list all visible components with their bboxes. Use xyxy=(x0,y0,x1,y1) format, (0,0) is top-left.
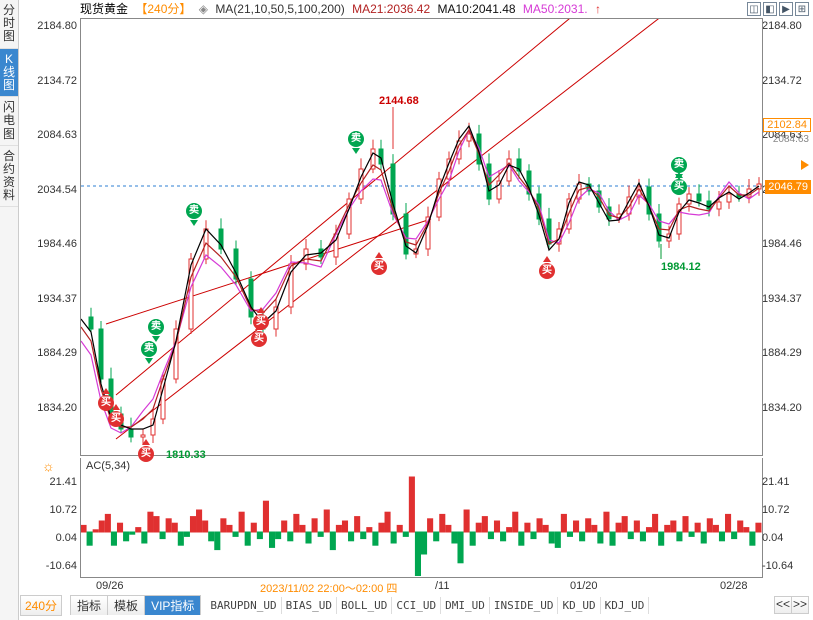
sub-ytick-right: 0.04 xyxy=(762,532,810,544)
orange-arrow-icon xyxy=(801,160,809,170)
indicator-7[interactable]: KDJ_UD xyxy=(601,597,650,614)
price-badge-gray: 2084.63 xyxy=(773,134,809,145)
annotation: 2144.68 xyxy=(379,95,419,107)
sell-marker: 卖 xyxy=(671,157,687,173)
tool-icon-1[interactable]: ◧ xyxy=(763,2,777,16)
ytick-right: 1884.29 xyxy=(762,347,810,359)
indicator-1[interactable]: BIAS_UD xyxy=(282,597,337,614)
sub-ytick-left: -10.64 xyxy=(22,560,77,572)
period-label: 【240分】 xyxy=(135,2,191,16)
buy-marker: 买 xyxy=(539,263,555,279)
sell-marker: 卖 xyxy=(348,131,364,147)
indicator-4[interactable]: DMI_UD xyxy=(441,597,490,614)
ytick-right: 1934.37 xyxy=(762,293,810,305)
ma50-label: MA50:2031. xyxy=(523,2,588,16)
left-nav: 分时图K线图闪电图合约资料 xyxy=(0,0,19,620)
buy-marker: 买 xyxy=(251,331,267,347)
tool-icon-2[interactable]: ▶ xyxy=(779,2,793,16)
tool-icon-0[interactable]: ◫ xyxy=(747,2,761,16)
nav-item-1[interactable]: K线图 xyxy=(0,49,18,98)
indicator-list: BARUPDN_UDBIAS_UDBOLL_UDCCI_UDDMI_UDINSI… xyxy=(206,597,649,614)
ytick-right: 2134.72 xyxy=(762,75,810,87)
sub-ytick-right: 21.41 xyxy=(762,476,810,488)
ytick-left: 1834.20 xyxy=(22,402,77,414)
footer-tab-1[interactable]: 模板 xyxy=(107,595,145,615)
chart-header: 现货黄金 【240分】 ◈ MA(21,10,50,5,100,200) MA2… xyxy=(18,0,813,18)
ytick-right: 1984.46 xyxy=(762,238,810,250)
footer-tab-2[interactable]: VIP指标 xyxy=(144,595,201,615)
indicator-6[interactable]: KD_UD xyxy=(558,597,600,614)
indicator-0[interactable]: BARUPDN_UD xyxy=(206,597,281,614)
x-label: /11 xyxy=(435,580,449,592)
main-chart[interactable]: 2144.681810.331984.12买买买卖卖卖买买卖买买卖买 xyxy=(80,18,763,456)
ytick-left: 2134.72 xyxy=(22,75,77,87)
sub-chart[interactable] xyxy=(80,458,763,578)
period-button[interactable]: 240分 xyxy=(20,595,62,616)
indicator-3[interactable]: CCI_UD xyxy=(392,597,441,614)
tool-icon-3[interactable]: ⊞ xyxy=(795,2,809,16)
x-axis: 09/26 2023/11/02 22:00～02:00 四/11 01/20 02/… xyxy=(80,580,763,594)
sub-ytick-right: 10.72 xyxy=(762,504,810,516)
footer-tabs: 指标模板VIP指标 xyxy=(70,595,200,615)
buy-marker: 买 xyxy=(253,314,269,330)
ma21-label: MA21:2036.42 xyxy=(352,2,430,16)
x-label: 02/28 xyxy=(720,580,748,592)
ma10-label: MA10:2041.48 xyxy=(437,2,515,16)
sell-marker: 卖 xyxy=(186,203,202,219)
ytick-left: 1884.29 xyxy=(22,347,77,359)
sell-marker: 卖 xyxy=(148,319,164,335)
pager-btn-1[interactable]: >> xyxy=(791,596,809,614)
pager-btn-0[interactable]: << xyxy=(774,596,792,614)
nav-item-2[interactable]: 闪电图 xyxy=(0,97,18,146)
indicator-5[interactable]: INSIDE_UD xyxy=(490,597,559,614)
ytick-right: 1834.20 xyxy=(762,402,810,414)
sub-ytick-left: 21.41 xyxy=(22,476,77,488)
ma-list: MA(21,10,50,5,100,200) xyxy=(215,2,344,16)
sub-y-axis-left: 21.41 10.72 0.04 -10.64 xyxy=(22,458,77,578)
footer-tab-0[interactable]: 指标 xyxy=(70,595,108,615)
indicator-pager: <<>> xyxy=(775,596,809,614)
x-label: 09/26 xyxy=(96,580,124,592)
ytick-left: 1934.37 xyxy=(22,293,77,305)
price-badge-top: 2102.84 xyxy=(763,118,811,132)
instrument-title: 现货黄金 xyxy=(80,2,128,16)
price-badge-main: 2046.79 xyxy=(765,180,811,194)
x-label: 01/20 xyxy=(570,580,598,592)
sub-ytick-left: 10.72 xyxy=(22,504,77,516)
buy-marker: 买 xyxy=(108,411,124,427)
ytick-right: 2184.80 xyxy=(762,20,810,32)
footer: 240分 指标模板VIP指标 BARUPDN_UDBIAS_UDBOLL_UDC… xyxy=(20,595,809,615)
sub-y-axis-right: 21.41 10.72 0.04 -10.64 xyxy=(762,458,810,578)
sub-ytick-right: -10.64 xyxy=(762,560,810,572)
ma-overflow-icon: ↑ xyxy=(595,2,601,16)
toolbar-icons: ◫◧▶⊞ xyxy=(747,2,809,16)
ytick-left: 2034.54 xyxy=(22,184,77,196)
root: 分时图K线图闪电图合约资料 现货黄金 【240分】 ◈ MA(21,10,50,… xyxy=(0,0,813,620)
sell-marker: 卖 xyxy=(141,341,157,357)
nav-item-0[interactable]: 分时图 xyxy=(0,0,18,49)
y-axis-left: 2184.80 2134.72 2084.63 2034.54 1984.46 1934.… xyxy=(22,18,77,456)
ytick-left: 1984.46 xyxy=(22,238,77,250)
green-buy-marker: 买 xyxy=(671,179,687,195)
sub-ytick-left: 0.04 xyxy=(22,532,77,544)
buy-marker: 买 xyxy=(371,259,387,275)
ytick-left: 2084.63 xyxy=(22,129,77,141)
y-axis-right: 2184.802134.722084.632034.541984.461934.… xyxy=(762,18,810,456)
ytick-left: 2184.80 xyxy=(22,20,77,32)
indicator-2[interactable]: BOLL_UD xyxy=(337,597,392,614)
x-label: 2023/11/02 22:00～02:00 四 xyxy=(260,580,397,596)
ma-list-icon: ◈ xyxy=(199,2,208,16)
nav-item-3[interactable]: 合约资料 xyxy=(0,146,18,208)
annotation: 1984.12 xyxy=(661,261,701,273)
